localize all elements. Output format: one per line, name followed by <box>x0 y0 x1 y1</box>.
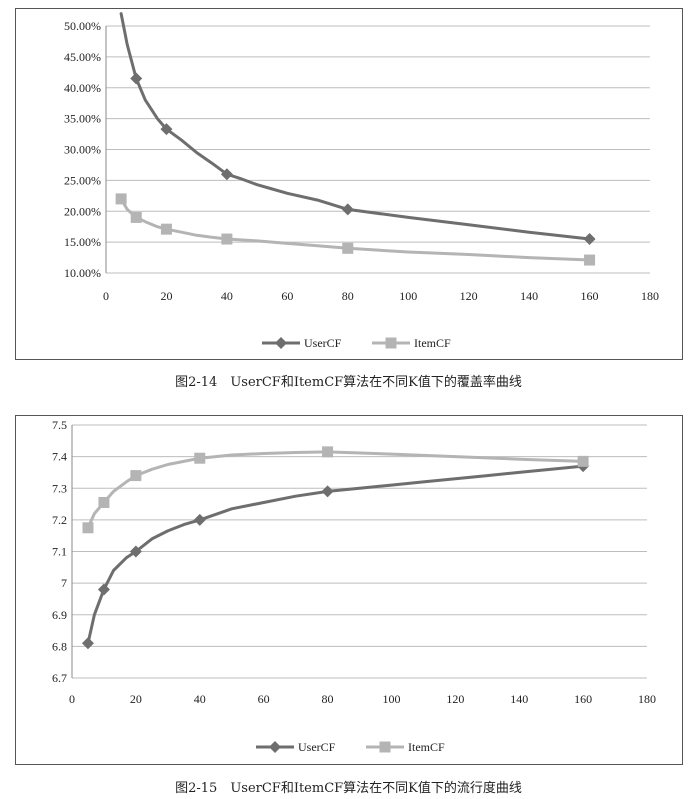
y-tick-label: 20.00% <box>64 204 101 218</box>
coverage-chart-caption: 图2-14 UserCF和ItemCF算法在不同K值下的覆盖率曲线 <box>175 375 522 390</box>
legend-marker-itemcf <box>385 337 397 349</box>
y-tick-label: 7.5 <box>52 418 67 432</box>
series-line-itemcf <box>86 450 585 530</box>
data-point-usercf <box>129 545 142 558</box>
x-tick-label: 160 <box>574 692 592 706</box>
y-tick-label: 7.1 <box>52 545 67 559</box>
data-point-itemcf <box>160 223 172 235</box>
series-line-itemcf <box>119 197 592 262</box>
y-tick-label: 10.00% <box>64 266 101 280</box>
x-tick-label: 40 <box>194 692 206 706</box>
x-tick-label: 120 <box>446 692 464 706</box>
y-tick-label: 6.8 <box>52 639 67 653</box>
x-tick-label: 80 <box>342 289 354 303</box>
popularity-chart-svg: 6.7 6.8 6.9 7 7.1 7.2 7.3 7.4 7.5 0 20 40 60 80 100 120… <box>52 418 656 754</box>
y-tick-label: 40.00% <box>64 81 101 95</box>
data-point-itemcf <box>115 193 127 205</box>
x-tick-label: 120 <box>460 289 478 303</box>
data-point-usercf <box>193 513 206 526</box>
coverage-chart-svg: 10.00% 15.00% 20.00% 25.00% 30.00% 35.00% 40.0… <box>64 12 659 350</box>
data-point-itemcf <box>322 446 334 458</box>
x-tick-label: 140 <box>520 289 538 303</box>
x-tick-label: 180 <box>638 692 656 706</box>
y-tick-label: 50.00% <box>64 19 101 33</box>
data-point-itemcf <box>577 455 589 467</box>
x-tick-label: 100 <box>399 289 417 303</box>
legend-marker-itemcf <box>379 741 391 753</box>
legend-label-usercf: UserCF <box>304 336 342 350</box>
x-tick-label: 20 <box>160 289 172 303</box>
data-point-usercf <box>321 485 334 498</box>
y-tick-label: 30.00% <box>64 143 101 157</box>
data-point-usercf <box>97 583 110 596</box>
y-tick-label: 45.00% <box>64 50 101 64</box>
y-tick-label: 7.4 <box>52 450 67 464</box>
x-tick-label: 40 <box>221 289 233 303</box>
x-tick-label: 60 <box>258 692 270 706</box>
data-point-usercf <box>341 203 354 216</box>
data-point-usercf <box>160 123 173 136</box>
y-tick-label: 7 <box>61 576 67 590</box>
coverage-chart: 10.00% 15.00% 20.00% 25.00% 30.00% 35.00% 40.0… <box>15 8 683 360</box>
y-tick-label: 35.00% <box>64 112 101 126</box>
popularity-chart: 6.7 6.8 6.9 7 7.1 7.2 7.3 7.4 7.5 0 20 40 60 80 100 120… <box>15 415 683 765</box>
data-point-usercf <box>81 637 94 650</box>
x-tick-label: 20 <box>130 692 142 706</box>
x-tick-label: 140 <box>510 692 528 706</box>
x-tick-label: 100 <box>382 692 400 706</box>
series-line-usercf <box>86 464 585 645</box>
x-tick-label: 0 <box>103 289 109 303</box>
y-tick-label: 7.3 <box>52 481 67 495</box>
legend-label-itemcf: ItemCF <box>408 740 445 754</box>
data-point-itemcf <box>194 452 206 464</box>
popularity-chart-caption: 图2-15 UserCF和ItemCF算法在不同K值下的流行度曲线 <box>175 781 522 796</box>
legend-label-itemcf: ItemCF <box>414 336 451 350</box>
x-tick-label: 180 <box>641 289 659 303</box>
data-point-itemcf <box>98 496 110 508</box>
legend-marker-usercf <box>275 337 287 349</box>
legend-marker-usercf <box>269 741 281 753</box>
x-tick-label: 60 <box>281 289 293 303</box>
data-point-itemcf <box>342 242 354 254</box>
y-tick-label: 6.9 <box>52 608 67 622</box>
data-point-itemcf <box>82 522 94 534</box>
y-tick-label: 7.2 <box>52 513 67 527</box>
data-point-usercf <box>583 233 596 246</box>
data-point-itemcf <box>130 470 142 482</box>
y-tick-label: 6.7 <box>52 671 67 685</box>
data-point-usercf <box>130 72 143 85</box>
data-point-usercf <box>220 168 233 181</box>
data-point-itemcf <box>130 211 142 223</box>
x-tick-label: 80 <box>322 692 334 706</box>
x-tick-label: 0 <box>69 692 75 706</box>
y-tick-label: 15.00% <box>64 235 101 249</box>
data-point-itemcf <box>584 254 596 266</box>
series-line-usercf <box>119 12 592 241</box>
x-tick-label: 160 <box>581 289 599 303</box>
data-point-itemcf <box>221 233 233 245</box>
legend-label-usercf: UserCF <box>298 740 336 754</box>
y-tick-label: 25.00% <box>64 173 101 187</box>
